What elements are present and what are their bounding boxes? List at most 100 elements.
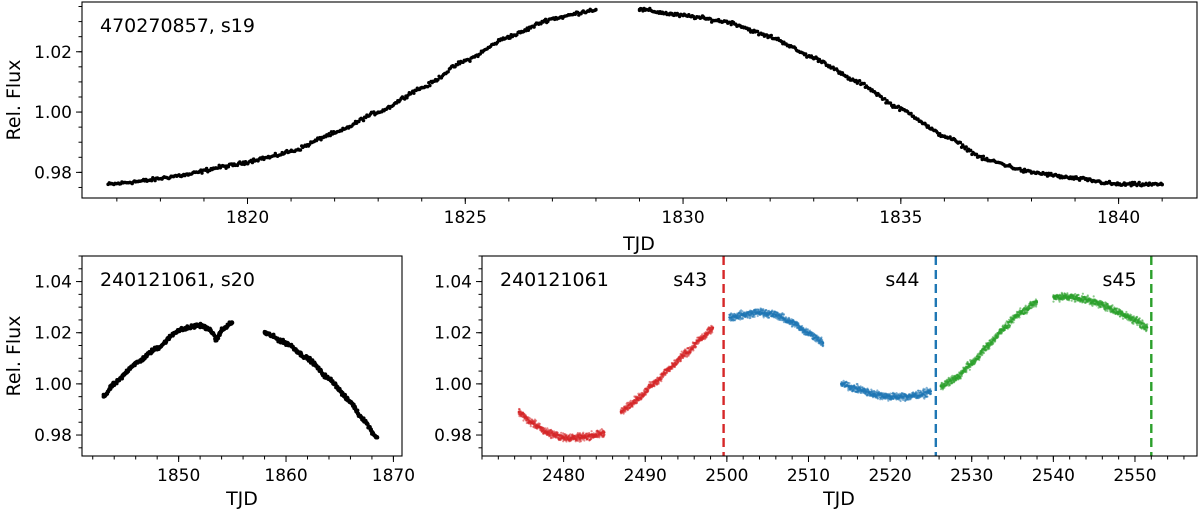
data-point bbox=[694, 345, 698, 348]
data-point bbox=[204, 166, 209, 171]
series-s19b bbox=[637, 6, 1164, 188]
data-point bbox=[526, 28, 531, 32]
bottom-right-panel: 2480 2490 2500 2510 2520 2530 2540 25500.981.00… bbox=[434, 255, 1198, 510]
x-tick-label: 1840 bbox=[1097, 208, 1140, 228]
data-point bbox=[361, 118, 366, 123]
data-point bbox=[603, 433, 606, 436]
data-point bbox=[343, 392, 347, 397]
data-point bbox=[478, 52, 482, 56]
data-point bbox=[428, 83, 432, 88]
data-point bbox=[556, 431, 559, 434]
data-point bbox=[1024, 304, 1027, 307]
data-point bbox=[673, 365, 677, 368]
bottom-left-panel-frame bbox=[81, 255, 403, 457]
data-point bbox=[565, 433, 568, 436]
data-point bbox=[765, 309, 768, 312]
data-point bbox=[355, 408, 360, 413]
data-point bbox=[298, 148, 303, 152]
data-point bbox=[543, 17, 548, 21]
data-point bbox=[747, 27, 752, 31]
data-point bbox=[436, 78, 440, 82]
data-point bbox=[1160, 183, 1164, 187]
data-point bbox=[375, 435, 380, 440]
data-point bbox=[230, 321, 235, 325]
data-point bbox=[590, 430, 593, 433]
data-point bbox=[565, 440, 568, 443]
data-point bbox=[820, 336, 823, 339]
data-point bbox=[848, 382, 851, 385]
data-point bbox=[569, 433, 572, 436]
top-panel-frame bbox=[81, 1, 1198, 199]
bottom-left-panel-xlabel: TJD bbox=[225, 488, 258, 510]
data-point bbox=[769, 33, 773, 38]
x-tick-label: 1820 bbox=[226, 208, 269, 228]
data-point bbox=[926, 395, 929, 398]
data-point bbox=[518, 408, 521, 411]
y-tick-label: 1.04 bbox=[34, 273, 72, 293]
data-point bbox=[741, 310, 744, 313]
data-point bbox=[1013, 318, 1016, 321]
data-point bbox=[1018, 166, 1022, 171]
top-panel-title: 470270857, s19 bbox=[100, 15, 255, 37]
data-point bbox=[709, 332, 712, 335]
data-point bbox=[965, 369, 968, 372]
data-point bbox=[624, 410, 627, 413]
data-point bbox=[665, 371, 669, 375]
data-point bbox=[958, 140, 963, 145]
bottom-left-panel-ylabel: Rel. Flux bbox=[3, 316, 25, 397]
data-point bbox=[767, 316, 771, 319]
x-tick-label: 1835 bbox=[879, 208, 922, 228]
data-point bbox=[974, 152, 979, 156]
data-point bbox=[822, 344, 825, 347]
data-point bbox=[929, 389, 932, 392]
series-s44b bbox=[840, 379, 933, 403]
series-s19 bbox=[106, 7, 598, 187]
data-point bbox=[733, 319, 737, 322]
data-point bbox=[964, 145, 968, 149]
data-point bbox=[899, 399, 902, 403]
data-point bbox=[1004, 322, 1007, 325]
data-point bbox=[938, 132, 942, 136]
data-point bbox=[1012, 321, 1015, 324]
series-s20 bbox=[101, 320, 235, 399]
data-point bbox=[590, 438, 593, 441]
data-point bbox=[756, 314, 759, 318]
x-tick-label: 1830 bbox=[661, 208, 704, 228]
y-tick-label: 1.02 bbox=[34, 324, 72, 344]
data-point bbox=[657, 381, 660, 384]
data-point bbox=[929, 392, 933, 396]
data-point bbox=[692, 349, 695, 352]
data-point bbox=[644, 393, 648, 396]
data-point bbox=[778, 312, 781, 315]
y-tick-label: 0.98 bbox=[34, 163, 72, 183]
data-point bbox=[762, 308, 765, 311]
data-point bbox=[560, 431, 563, 434]
data-point bbox=[1003, 328, 1007, 332]
data-point bbox=[988, 347, 991, 350]
data-point bbox=[468, 59, 472, 63]
data-point bbox=[898, 108, 902, 113]
x-tick-label: 1860 bbox=[264, 466, 307, 486]
data-point bbox=[594, 8, 598, 12]
data-point bbox=[876, 397, 880, 400]
data-point bbox=[412, 91, 416, 95]
data-point bbox=[534, 419, 538, 422]
data-point bbox=[741, 317, 745, 320]
bottom-left-panel-points bbox=[101, 320, 380, 440]
data-point bbox=[968, 368, 971, 371]
data-point bbox=[992, 342, 995, 345]
data-point bbox=[680, 350, 683, 353]
data-point bbox=[599, 429, 602, 432]
data-point bbox=[701, 333, 704, 336]
x-tick-label: 1850 bbox=[157, 466, 200, 486]
data-point bbox=[576, 439, 579, 442]
series-s43 bbox=[517, 407, 606, 443]
data-point bbox=[879, 95, 883, 99]
data-point bbox=[755, 29, 760, 34]
top-panel-ylabel: Rel. Flux bbox=[3, 60, 25, 141]
data-point bbox=[749, 316, 752, 319]
data-point bbox=[522, 419, 525, 422]
